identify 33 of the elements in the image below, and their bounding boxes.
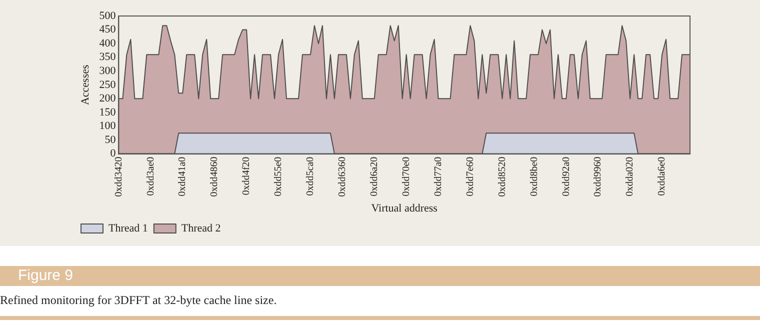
legend-label: Thread 2 xyxy=(181,222,221,234)
x-tick-label: 0xdda6e0 xyxy=(656,156,668,196)
x-tick-label: 0xdd41a0 xyxy=(177,156,188,196)
y-tick-label: 500 xyxy=(99,10,116,22)
x-tick-label: 0xdd7e60 xyxy=(464,156,476,196)
x-tick-label: 0xdd70e0 xyxy=(400,156,412,196)
x-tick-label: 0xdd55e0 xyxy=(273,156,284,196)
x-tick-label: 0xdd4860 xyxy=(209,156,220,197)
y-tick-label: 100 xyxy=(99,120,116,132)
legend-label: Thread 1 xyxy=(108,222,148,234)
x-tick-label: 0xdd5ca0 xyxy=(305,156,316,196)
y-tick-label: 300 xyxy=(99,65,116,78)
y-axis-title: Accesses xyxy=(79,64,92,106)
x-tick-label: 0xdd8520 xyxy=(496,156,508,197)
y-tick-label: 450 xyxy=(99,24,116,36)
y-tick-label: 250 xyxy=(99,78,116,91)
x-tick-label: 0xdd4f20 xyxy=(241,156,252,196)
x-tick-label: 0xdd3ae0 xyxy=(145,156,156,196)
text: Figure 9 xyxy=(0,266,760,286)
y-tick-label: 50 xyxy=(104,134,116,146)
x-tick-label: 0xdd92a0 xyxy=(560,156,572,196)
x-tick-label: 0xdda020 xyxy=(624,156,636,196)
x-tick-label: 0xdd6360 xyxy=(337,156,348,197)
y-tick-label: 150 xyxy=(99,106,116,118)
x-axis-title: Virtual address xyxy=(371,202,438,214)
y-tick-label: 350 xyxy=(99,51,116,64)
y-tick-label: 400 xyxy=(99,37,116,50)
x-tick-label: 0xdd8be0 xyxy=(528,156,540,196)
x-tick-label: 0xdd6a20 xyxy=(369,156,380,196)
y-tick-label: 200 xyxy=(99,92,116,105)
text: Refined monitoring for 3DFFT at 32-byte cache line size. xyxy=(0,293,278,308)
x-tick-label: 0xdd9960 xyxy=(592,156,604,197)
x-tick-label: 0xdd77a0 xyxy=(432,156,444,196)
